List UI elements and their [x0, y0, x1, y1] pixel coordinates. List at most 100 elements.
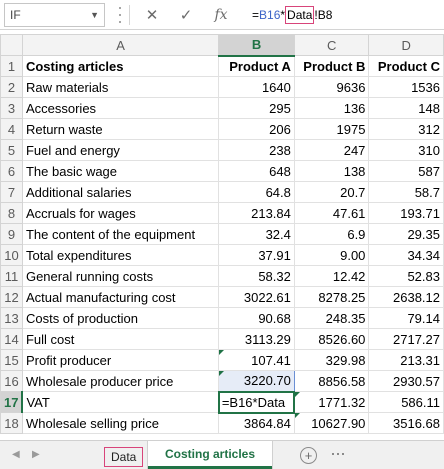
cell-d[interactable]: 3516.68: [368, 412, 444, 434]
row-header[interactable]: 7: [0, 181, 23, 203]
cell-b[interactable]: 3022.61: [218, 286, 295, 308]
cell-c[interactable]: 8278.25: [293, 286, 370, 308]
next-sheet-icon[interactable]: ▶: [32, 449, 40, 460]
cell-d[interactable]: 148: [368, 97, 444, 119]
cell-c[interactable]: 8856.58: [293, 370, 370, 392]
cell-b[interactable]: 37.91: [218, 244, 295, 266]
row-header[interactable]: 2: [0, 76, 23, 98]
row-header[interactable]: 13: [0, 307, 23, 329]
cell-c[interactable]: 9636: [293, 76, 370, 98]
row-header[interactable]: 4: [0, 118, 23, 140]
tab-costing-articles[interactable]: Costing articles: [148, 441, 272, 469]
cell-d[interactable]: 34.34: [368, 244, 444, 266]
cell-c[interactable]: 1771.32: [293, 391, 370, 413]
cell-a[interactable]: Fuel and energy: [21, 139, 220, 161]
cell-b[interactable]: 107.41: [218, 349, 295, 371]
cell-a[interactable]: Return waste: [21, 118, 220, 140]
add-sheet-button[interactable]: +: [300, 447, 317, 464]
cell-b[interactable]: 1640: [218, 76, 295, 98]
cell-a[interactable]: Accessories: [21, 97, 220, 119]
cell-a[interactable]: Costs of production: [21, 307, 220, 329]
cell-c[interactable]: 20.7: [293, 181, 370, 203]
cell-b[interactable]: 238: [218, 139, 295, 161]
cell-d[interactable]: 587: [368, 160, 444, 182]
cell-d[interactable]: 310: [368, 139, 444, 161]
cell-b[interactable]: 3864.84: [218, 412, 295, 434]
column-header-d[interactable]: D: [368, 34, 444, 56]
cell-b[interactable]: 90.68: [218, 307, 295, 329]
row-header[interactable]: 11: [0, 265, 23, 287]
row-header[interactable]: 17: [0, 391, 24, 413]
cell-c[interactable]: 9.00: [293, 244, 370, 266]
cell-b[interactable]: 206: [218, 118, 295, 140]
cell-d[interactable]: 213.31: [368, 349, 444, 371]
cell-b[interactable]: Product A: [218, 55, 295, 77]
cell-a[interactable]: Full cost: [21, 328, 220, 350]
column-header-c[interactable]: C: [293, 34, 370, 56]
row-header[interactable]: 9: [0, 223, 23, 245]
cell-d[interactable]: 1536: [368, 76, 444, 98]
cell-b[interactable]: 32.4: [218, 223, 295, 245]
cell-a[interactable]: VAT: [21, 391, 220, 413]
cell-d[interactable]: 29.35: [368, 223, 444, 245]
row-header[interactable]: 3: [0, 97, 23, 119]
insert-function-button[interactable]: fx: [208, 5, 234, 25]
cell-c[interactable]: 47.61: [293, 202, 370, 224]
cell-c[interactable]: 247: [293, 139, 370, 161]
row-header[interactable]: 8: [0, 202, 23, 224]
cell-b16-referenced[interactable]: 3220.70: [218, 370, 295, 392]
row-header[interactable]: 14: [0, 328, 23, 350]
formula-input[interactable]: = B16 * Data !B8: [252, 5, 332, 25]
cell-c[interactable]: 10627.90: [293, 412, 370, 434]
cell-d[interactable]: 79.14: [368, 307, 444, 329]
cell-b[interactable]: 64.8: [218, 181, 295, 203]
cell-b[interactable]: 213.84: [218, 202, 295, 224]
cell-a[interactable]: Wholesale selling price: [21, 412, 220, 434]
cell-c[interactable]: 8526.60: [293, 328, 370, 350]
cell-a[interactable]: The basic wage: [21, 160, 220, 182]
cell-b[interactable]: 58.32: [218, 265, 295, 287]
cell-b[interactable]: 3113.29: [218, 328, 295, 350]
tab-data[interactable]: Data: [104, 447, 144, 467]
select-all-corner[interactable]: [0, 34, 23, 56]
cell-d[interactable]: 586.11: [368, 391, 444, 413]
cell-a[interactable]: Total expenditures: [21, 244, 220, 266]
cell-c[interactable]: 138: [293, 160, 370, 182]
cell-a[interactable]: Wholesale producer price: [21, 370, 220, 392]
cell-d[interactable]: 2638.12: [368, 286, 444, 308]
drag-handle-icon[interactable]: [113, 7, 127, 23]
row-header[interactable]: 10: [0, 244, 23, 266]
name-box[interactable]: IF ▼: [4, 3, 105, 27]
cell-a[interactable]: Additional salaries: [21, 181, 220, 203]
row-header[interactable]: 15: [0, 349, 23, 371]
cell-d[interactable]: 2717.27: [368, 328, 444, 350]
cell-a[interactable]: General running costs: [21, 265, 220, 287]
cell-c[interactable]: 6.9: [293, 223, 370, 245]
prev-sheet-icon[interactable]: ◀: [12, 449, 20, 460]
column-header-a[interactable]: A: [21, 34, 220, 56]
cell-c[interactable]: 1975: [293, 118, 370, 140]
cell-c[interactable]: 248.35: [293, 307, 370, 329]
row-header[interactable]: 12: [0, 286, 23, 308]
cell-c[interactable]: 12.42: [293, 265, 370, 287]
cell-c[interactable]: 136: [293, 97, 370, 119]
cell-d[interactable]: 312: [368, 118, 444, 140]
cell-d[interactable]: 52.83: [368, 265, 444, 287]
cell-a[interactable]: Accruals for wages: [21, 202, 220, 224]
cell-d[interactable]: 2930.57: [368, 370, 444, 392]
cell-b[interactable]: 648: [218, 160, 295, 182]
row-header[interactable]: 5: [0, 139, 23, 161]
row-header[interactable]: 16: [0, 370, 23, 392]
column-header-b[interactable]: B: [218, 34, 295, 57]
cell-c[interactable]: Product B: [293, 55, 370, 77]
cell-d[interactable]: 193.71: [368, 202, 444, 224]
cell-a[interactable]: Profit producer: [21, 349, 220, 371]
row-header[interactable]: 18: [0, 412, 23, 434]
cell-b[interactable]: 295: [218, 97, 295, 119]
chevron-down-icon[interactable]: ▼: [90, 10, 99, 20]
enter-button[interactable]: ✓: [173, 5, 199, 25]
active-cell-editor[interactable]: =B16*Data: [217, 390, 296, 414]
cell-d[interactable]: Product C: [368, 55, 444, 77]
row-header[interactable]: 1: [0, 55, 23, 77]
cell-d[interactable]: 58.7: [368, 181, 444, 203]
